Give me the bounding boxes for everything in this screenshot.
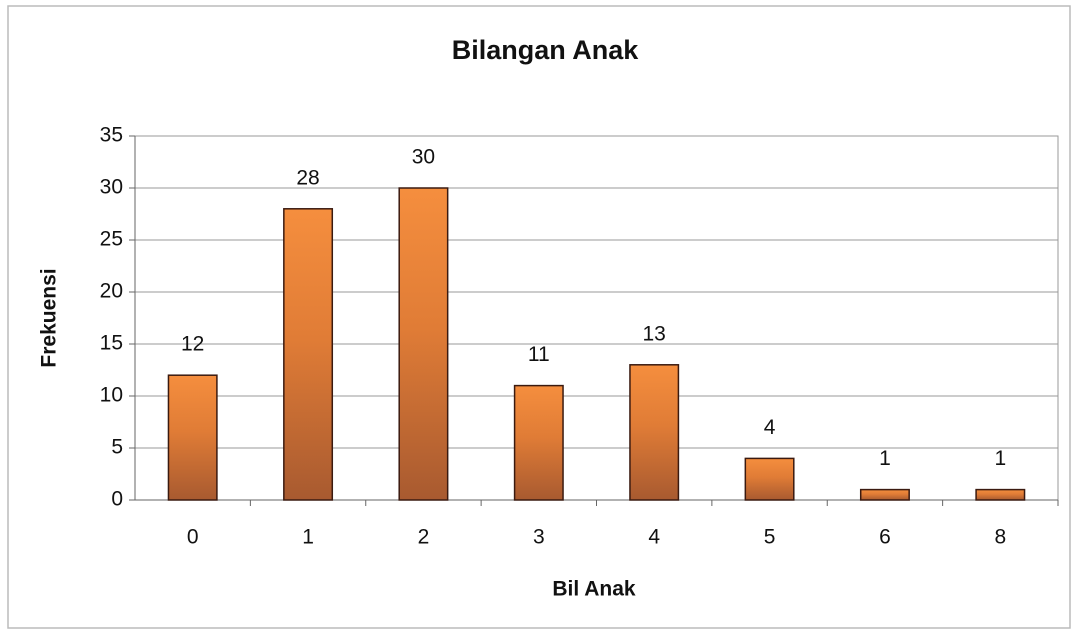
y-tick-label: 0	[111, 488, 123, 511]
data-label: 12	[181, 333, 204, 356]
x-tick-label: 3	[533, 526, 545, 549]
bar	[167, 374, 218, 501]
bar	[629, 364, 680, 501]
data-label: 4	[764, 416, 776, 439]
data-label: 13	[643, 322, 666, 345]
y-tick-label: 15	[100, 332, 123, 355]
x-tick-label: 1	[302, 526, 314, 549]
bar	[744, 457, 795, 501]
y-tick-label: 30	[100, 176, 123, 199]
plot-area	[134, 135, 1059, 501]
data-label: 28	[296, 166, 319, 189]
data-label: 1	[879, 447, 891, 470]
x-tick-label: 0	[187, 526, 199, 549]
data-label: 11	[528, 343, 550, 366]
x-tick-label: 4	[648, 526, 660, 549]
x-tick-label: 8	[994, 526, 1006, 549]
bar	[398, 187, 449, 501]
y-tick-label: 20	[100, 280, 123, 303]
bar	[283, 208, 334, 501]
y-tick-label: 25	[100, 228, 123, 251]
x-tick-label: 2	[418, 526, 430, 549]
x-axis-label: Bil Anak	[552, 578, 636, 601]
data-label: 1	[994, 447, 1006, 470]
y-axis-label: Frekuensi	[38, 268, 61, 367]
bar	[859, 488, 910, 501]
y-tick-label: 35	[100, 124, 123, 147]
chart-title: Bilangan Anak	[452, 35, 640, 65]
data-label: 30	[412, 146, 435, 169]
bar	[975, 488, 1026, 501]
x-tick-label: 6	[879, 526, 891, 549]
y-tick-label: 5	[111, 436, 123, 459]
y-tick-label: 10	[100, 384, 123, 407]
x-tick-label: 5	[764, 526, 776, 549]
bar	[513, 384, 564, 501]
